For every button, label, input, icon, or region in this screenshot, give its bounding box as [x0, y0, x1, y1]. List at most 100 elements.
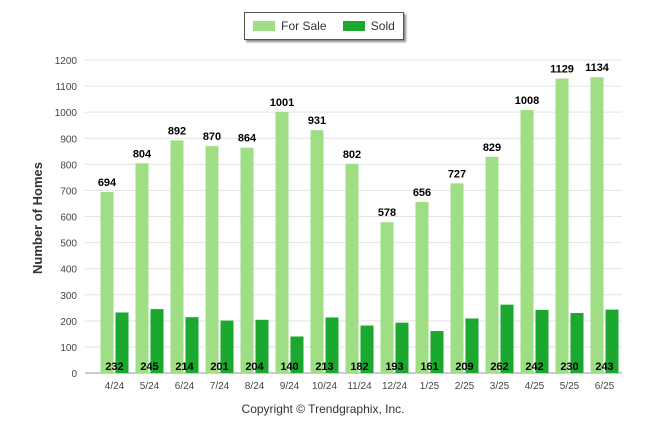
bar-for-sale [135, 163, 149, 373]
bar-sold [535, 309, 549, 373]
data-label-sold: 201 [210, 361, 228, 373]
data-label-for-sale: 1008 [515, 95, 539, 107]
bar-for-sale [520, 110, 534, 373]
data-label-sold: 243 [595, 361, 613, 373]
y-axis-ticks: 0 100 200 300 400 500 600 700 800 900 1000 1100 1200 [55, 56, 78, 380]
x-axis-ticks: 4/24 5/24 6/24 7/24 8/24 9/24 10/24 11/24 12/24 1… [105, 381, 615, 392]
bar-for-sale [240, 147, 254, 373]
bar-for-sale [170, 140, 184, 373]
data-label-for-sale: 802 [343, 149, 361, 161]
bar-sold [185, 317, 199, 373]
x-tick-label: 1/25 [420, 381, 440, 392]
x-tick-label: 6/24 [175, 381, 195, 392]
data-label-for-sale: 1129 [550, 64, 574, 76]
bar-for-sale [100, 191, 114, 373]
bar-sold [605, 309, 619, 373]
bar-sold [465, 318, 479, 373]
y-tick-label: 400 [60, 265, 77, 276]
bar-for-sale [555, 78, 569, 373]
data-label-sold: 209 [455, 361, 473, 373]
bar-for-sale [380, 222, 394, 373]
bar-sold [360, 325, 374, 373]
data-label-for-sale: 656 [413, 187, 431, 199]
data-label-for-sale: 870 [203, 131, 221, 143]
y-tick-label: 500 [60, 239, 77, 250]
bars [100, 77, 619, 374]
y-tick-label: 1000 [55, 108, 78, 119]
x-tick-label: 2/25 [455, 381, 475, 392]
bar-for-sale [415, 201, 429, 373]
data-label-for-sale: 829 [483, 142, 501, 154]
data-label-for-sale: 804 [133, 148, 152, 160]
bar-sold [325, 317, 339, 373]
x-tick-label: 12/24 [382, 381, 407, 392]
bar-for-sale [345, 163, 359, 373]
legend-swatch-sold [342, 21, 365, 31]
bar-for-sale [205, 146, 219, 373]
y-tick-label: 200 [60, 317, 77, 328]
x-tick-label: 10/24 [312, 381, 337, 392]
legend: For Sale Sold [244, 12, 404, 40]
y-tick-label: 900 [60, 134, 77, 145]
x-tick-label: 4/25 [525, 381, 545, 392]
data-label-sold: 232 [105, 361, 123, 373]
x-tick-label: 9/24 [280, 381, 300, 392]
bar-for-sale [275, 111, 289, 374]
data-label-for-sale: 1134 [585, 62, 610, 74]
bar-sold [115, 312, 129, 373]
data-label-sold: 214 [175, 361, 194, 373]
y-tick-label: 600 [60, 213, 77, 224]
data-label-sold: 161 [420, 361, 438, 373]
data-label-sold: 193 [385, 361, 403, 373]
data-label-sold: 262 [490, 361, 508, 373]
bar-for-sale [485, 156, 499, 373]
bar-sold [395, 322, 409, 373]
legend-swatch-for-sale [253, 21, 276, 31]
legend-label-sold: Sold [370, 19, 395, 33]
x-tick-label: 3/25 [490, 381, 510, 392]
x-tick-label: 6/25 [595, 381, 615, 392]
data-label-sold: 140 [280, 361, 298, 373]
data-label-sold: 204 [245, 361, 264, 373]
data-label-for-sale: 694 [98, 177, 117, 189]
y-tick-label: 1200 [55, 56, 78, 67]
data-label-for-sale: 931 [308, 115, 326, 127]
bar-sold [255, 319, 269, 373]
y-tick-label: 300 [60, 291, 77, 302]
x-tick-label: 5/24 [140, 381, 160, 392]
data-label-sold: 245 [140, 361, 158, 373]
y-axis-label: Number of Homes [30, 162, 45, 274]
legend-entry-sold: Sold [342, 19, 395, 33]
data-label-sold: 242 [525, 361, 543, 373]
bar-sold [430, 331, 444, 373]
legend-entry-for-sale: For Sale [253, 19, 327, 33]
legend-label-for-sale: For Sale [281, 19, 327, 33]
y-tick-label: 100 [60, 343, 77, 354]
y-tick-label: 700 [60, 186, 77, 197]
x-tick-label: 4/24 [105, 381, 125, 392]
data-label-for-sale: 578 [378, 207, 396, 219]
data-label-for-sale: 1001 [270, 97, 294, 109]
data-label-sold: 213 [315, 361, 333, 373]
bar-for-sale [590, 77, 604, 373]
data-label-for-sale: 892 [168, 125, 186, 137]
x-tick-label: 11/24 [347, 381, 372, 392]
bar-sold [570, 313, 584, 373]
data-label-sold: 182 [350, 361, 368, 373]
bar-for-sale [310, 130, 324, 373]
y-tick-label: 800 [60, 160, 77, 171]
data-label-sold: 230 [560, 361, 578, 373]
data-label-for-sale: 864 [238, 133, 257, 145]
bar-sold [220, 320, 234, 373]
bar-for-sale [450, 183, 464, 373]
bar-sold [500, 304, 514, 373]
copyright-footer: Copyright © Trendgraphix, Inc. [241, 402, 405, 416]
bar-sold [150, 309, 164, 373]
y-tick-label: 1100 [55, 82, 77, 93]
x-tick-label: 8/24 [245, 381, 265, 392]
x-tick-label: 7/24 [210, 381, 230, 392]
data-labels: 694 232 804 245 892 214 870 201 864 204 1001 140 931… [98, 62, 614, 373]
data-label-for-sale: 727 [448, 168, 466, 180]
bar-sold [290, 336, 304, 373]
